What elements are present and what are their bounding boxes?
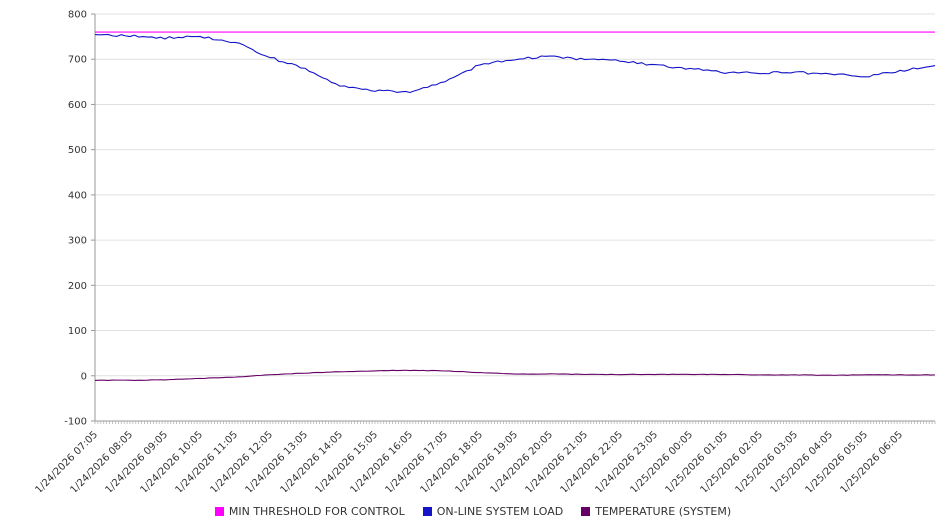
chart-legend: MIN THRESHOLD FOR CONTROL ON-LINE SYSTEM …	[0, 505, 946, 518]
y-tick-label: 700	[68, 55, 87, 66]
x-tick-label: 1/25/2026 03:05	[733, 429, 800, 492]
x-tick-label: 1/24/2026 18:05	[418, 429, 485, 492]
y-tick-label: 200	[68, 281, 87, 292]
x-tick-label: 1/24/2026 16:05	[348, 429, 415, 492]
legend-item: TEMPERATURE (SYSTEM)	[581, 505, 731, 518]
legend-label: ON-LINE SYSTEM LOAD	[436, 505, 564, 518]
x-tick-label: 1/24/2026 19:05	[453, 429, 520, 492]
x-tick-label: 1/24/2026 20:05	[488, 429, 555, 492]
legend-item: MIN THRESHOLD FOR CONTROL	[214, 505, 405, 518]
x-tick-label: 1/25/2026 01:05	[663, 429, 730, 492]
y-tick-label: 0	[81, 371, 87, 382]
series-line-temperature-system-	[94, 369, 936, 381]
legend-item: ON-LINE SYSTEM LOAD	[422, 505, 564, 518]
x-tick-label: 1/24/2026 21:05	[523, 429, 590, 492]
x-tick-label: 1/25/2026 06:05	[838, 429, 905, 492]
legend-label: MIN THRESHOLD FOR CONTROL	[228, 505, 405, 518]
y-tick-label: 300	[68, 236, 87, 247]
x-tick-label: 1/24/2026 22:05	[558, 429, 625, 492]
x-tick-label: 1/24/2026 10:05	[138, 429, 205, 492]
x-tick-label: 1/24/2026 13:05	[243, 429, 310, 492]
y-tick-label: 500	[68, 145, 87, 156]
x-tick-label: 1/24/2026 08:05	[68, 429, 135, 492]
series-line-on-line-system-load	[94, 33, 936, 94]
x-tick-label: 1/24/2026 23:05	[593, 429, 660, 492]
y-tick-label: -100	[64, 417, 87, 428]
y-tick-label: 600	[68, 100, 87, 111]
x-tick-label: 1/24/2026 07:05	[33, 429, 100, 492]
y-tick-label: 400	[68, 190, 87, 201]
x-tick-label: 1/25/2026 04:05	[768, 429, 835, 492]
x-tick-label: 1/24/2026 11:05	[173, 429, 240, 492]
legend-swatch-icon	[581, 507, 591, 516]
legend-swatch-icon	[214, 507, 224, 516]
x-tick-label: 1/24/2026 17:05	[383, 429, 450, 492]
x-tick-label: 1/24/2026 15:05	[313, 429, 380, 492]
plot-area: -100 0 100 200 300 400 500 600 700 800 1/24/2026 0…	[33, 10, 936, 496]
x-tick-label: 1/25/2026 02:05	[698, 429, 765, 492]
x-tick-label: 1/24/2026 14:05	[278, 429, 345, 492]
x-tick-label: 1/25/2026 05:05	[803, 429, 870, 492]
legend-label: TEMPERATURE (SYSTEM)	[595, 505, 732, 518]
x-tick-label: 1/24/2026 12:05	[208, 429, 275, 492]
x-tick-label: 1/24/2026 09:05	[103, 429, 170, 492]
x-tick-label: 1/25/2026 00:05	[628, 429, 695, 492]
legend-swatch-icon	[422, 507, 432, 516]
y-tick-label: 800	[68, 10, 87, 21]
y-tick-label: 100	[68, 326, 87, 337]
